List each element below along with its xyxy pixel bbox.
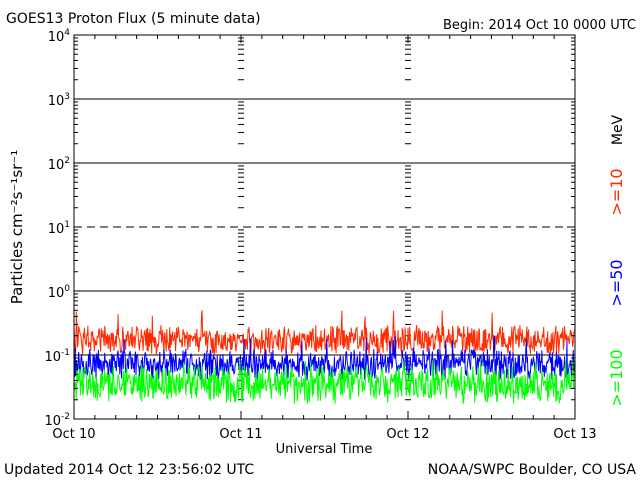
x-axis-label: Universal Time (276, 442, 373, 457)
x-tick-label: Oct 12 (386, 427, 429, 442)
y-tick-label: 102 (48, 156, 70, 173)
y-tick-label: 10-1 (44, 348, 70, 365)
y-tick-label: 103 (48, 92, 70, 109)
x-tick-label: Oct 13 (553, 427, 596, 442)
y-tick-label: 101 (48, 220, 70, 237)
updated-label: Updated 2014 Oct 12 23:56:02 UTC (4, 462, 254, 478)
legend-series-ge50: >=50 (607, 259, 626, 306)
grid-layer (74, 37, 575, 401)
x-tick-label: Oct 10 (52, 427, 95, 442)
chart-title: GOES13 Proton Flux (5 minute data) (6, 11, 261, 27)
legend-series-ge100: >=100 (607, 349, 626, 406)
units-label: MeV (610, 114, 626, 145)
y-tick-label: 104 (48, 28, 71, 45)
series-line-ge100 (73, 358, 576, 405)
series-layer (73, 310, 576, 405)
begin-label: Begin: 2014 Oct 10 0000 UTC (443, 18, 636, 33)
credit-label: NOAA/SWPC Boulder, CO USA (428, 462, 637, 478)
legend-series-ge10: >=10 (607, 168, 626, 215)
x-tick-label: Oct 11 (219, 427, 262, 442)
axis-layer: 10-2 10-1 100 101 102 103 104 Oct 10 Oct 11 Oct 1… (44, 28, 596, 442)
series-line-ge10 (73, 310, 576, 355)
y-tick-label: 10-2 (44, 412, 70, 429)
plot-frame (73, 34, 576, 420)
y-axis-label: Particles cm⁻²s⁻¹sr⁻¹ (8, 150, 26, 304)
y-tick-label: 100 (48, 284, 71, 301)
